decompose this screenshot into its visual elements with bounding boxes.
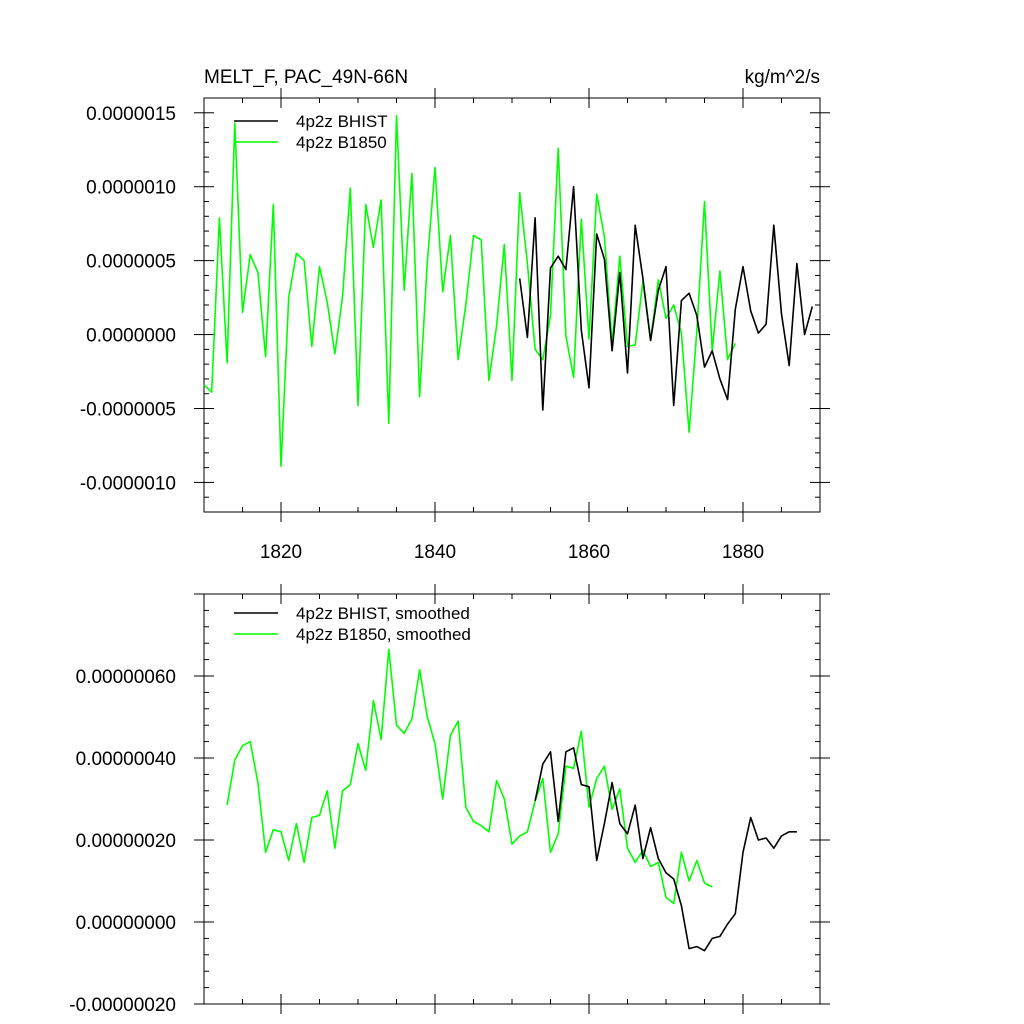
axis-ticks xyxy=(194,88,830,522)
y-tick-label: -0.0000005 xyxy=(80,400,176,421)
chart-title: MELT_F, PAC_49N-66N xyxy=(204,67,408,88)
legend-label-bhist-smoothed: 4p2z BHIST, smoothed xyxy=(296,604,470,623)
y-tick-label: 0.0000010 xyxy=(86,178,176,199)
chart-units: kg/m^2/s xyxy=(745,67,820,88)
legend-label-b1850: 4p2z B1850 xyxy=(296,133,387,152)
y-tick-label: 0.00000040 xyxy=(76,749,176,770)
y-tick-label: 0.00000000 xyxy=(76,913,176,934)
tick-labels: -0.00000020 0.00000000 0.00000020 0.0000004… xyxy=(69,667,176,1016)
y-tick-label: 0.00000020 xyxy=(76,831,176,852)
series-line-bhist xyxy=(534,746,797,952)
plot-frame xyxy=(203,97,821,513)
y-tick-label: 0.00000060 xyxy=(76,667,176,688)
series-line-bhist xyxy=(518,185,814,411)
y-tick-label: 0.0000005 xyxy=(86,252,176,273)
y-tick-label: -0.00000020 xyxy=(69,995,176,1016)
legend-label-b1850-smoothed: 4p2z B1850, smoothed xyxy=(296,625,471,644)
y-tick-label: -0.0000010 xyxy=(80,473,176,494)
tick-labels: -0.0000010 -0.0000005 0.0000000 0.0000005 0.… xyxy=(80,104,764,563)
series-lines xyxy=(203,114,814,468)
bottom-chart-panel: -0.00000020 0.00000000 0.00000020 0.0000004… xyxy=(69,584,830,1016)
x-tick-label: 1880 xyxy=(722,542,764,563)
x-tick-label: 1840 xyxy=(414,542,456,563)
legend-label-bhist: 4p2z BHIST xyxy=(296,112,388,131)
series-line-b1850 xyxy=(203,114,737,468)
series-lines xyxy=(226,648,797,952)
series-line-b1850 xyxy=(226,648,713,905)
x-tick-label: 1820 xyxy=(260,542,302,563)
x-tick-label: 1860 xyxy=(568,542,610,563)
top-chart-panel: MELT_F, PAC_49N-66N kg/m^2/s -0.0000010-… xyxy=(80,67,830,563)
y-tick-label: 0.0000015 xyxy=(86,104,176,125)
legend: 4p2z BHIST 4p2z B1850 xyxy=(234,112,388,152)
axis-ticks xyxy=(194,584,830,1014)
y-tick-label: 0.0000000 xyxy=(86,326,176,347)
legend: 4p2z BHIST, smoothed 4p2z B1850, smoothe… xyxy=(234,604,471,644)
plot-frame xyxy=(203,593,821,1005)
